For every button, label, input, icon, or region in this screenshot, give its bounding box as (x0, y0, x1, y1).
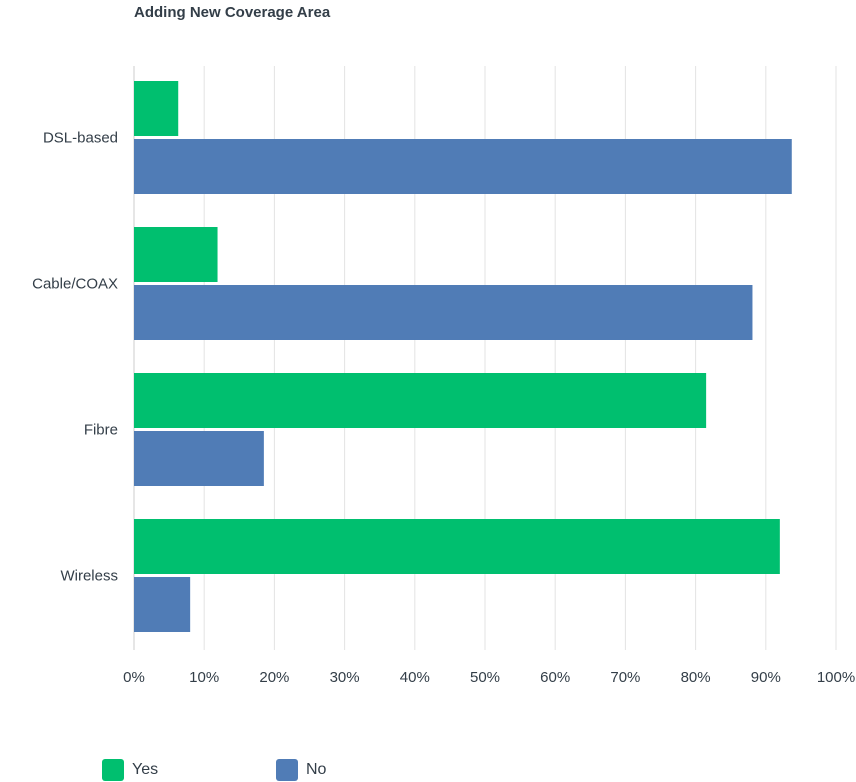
x-tick-label-2: 20% (259, 669, 289, 686)
chart-title: Adding New Coverage Area (134, 4, 331, 21)
bar-no-2 (134, 431, 264, 486)
bar-yes-0 (134, 81, 179, 136)
bar-no-0 (134, 139, 792, 194)
x-tick-label-1: 10% (189, 669, 219, 686)
x-tick-label-9: 90% (751, 669, 781, 686)
x-tick-label-4: 40% (400, 669, 430, 686)
bar-yes-2 (134, 373, 707, 428)
x-tick-label-7: 70% (610, 669, 640, 686)
x-tick-label-5: 50% (470, 669, 500, 686)
x-tick-label-8: 80% (681, 669, 711, 686)
category-label-3: Wireless (60, 568, 118, 585)
bar-no-1 (134, 285, 753, 340)
legend-swatch-no (276, 759, 298, 781)
legend-label-yes: Yes (132, 761, 159, 778)
x-tick-label-6: 60% (540, 669, 570, 686)
x-tick-label-0: 0% (123, 669, 145, 686)
category-label-0: DSL-based (43, 130, 118, 147)
legend-item-no[interactable]: No (276, 758, 326, 782)
x-tick-label-10: 100% (817, 669, 855, 686)
bar-no-3 (134, 577, 191, 632)
legend-label-no: No (306, 761, 327, 778)
legend-item-yes[interactable]: Yes (102, 758, 158, 782)
category-label-1: Cable/COAX (32, 276, 118, 293)
bar-yes-3 (134, 519, 780, 574)
category-label-2: Fibre (84, 422, 118, 439)
bar-yes-1 (134, 227, 218, 282)
bar-chart: DSL-based Cable/COAX Fibre Wireless 0% 10% 20%… (32, 66, 855, 686)
legend-swatch-yes (102, 759, 124, 781)
x-tick-label-3: 30% (330, 669, 360, 686)
